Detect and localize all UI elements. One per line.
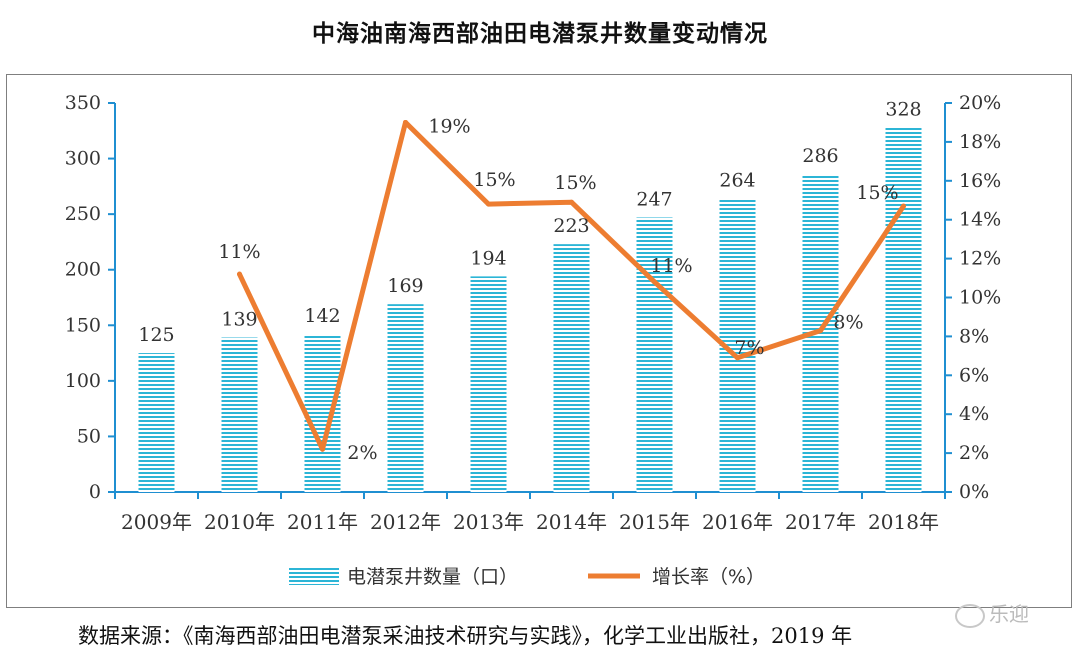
watermark-text: 乐迎 <box>989 602 1029 626</box>
bar <box>636 217 673 492</box>
y-right-tick-label: 14% <box>959 209 1001 231</box>
bar <box>470 276 507 492</box>
bar <box>885 127 922 493</box>
growth-rate-point <box>818 328 823 334</box>
x-tick-label: 2015年 <box>619 510 690 534</box>
y-left-tick-label: 100 <box>65 370 101 392</box>
bar <box>553 244 590 492</box>
y-right-tick-label: 8% <box>959 325 989 347</box>
bar <box>138 353 175 492</box>
legend-bar-swatch <box>289 567 339 585</box>
bar-value-label: 264 <box>719 170 755 192</box>
x-tick-label: 2011年 <box>287 510 358 534</box>
bar-value-label: 286 <box>802 145 838 167</box>
growth-rate-point <box>486 201 491 207</box>
growth-rate-label: 7% <box>734 337 764 359</box>
bar-value-label: 223 <box>553 215 589 237</box>
y-right-tick-label: 20% <box>959 92 1001 114</box>
y-right-tick-label: 12% <box>959 248 1001 270</box>
bar-value-label: 194 <box>470 247 506 269</box>
bar <box>221 337 258 492</box>
chart-title: 中海油南海西部油田电潜泵井数量变动情况 <box>312 21 768 47</box>
y-right-tick-label: 10% <box>959 287 1001 309</box>
x-tick-label: 2013年 <box>453 510 524 534</box>
growth-rate-point <box>901 203 906 209</box>
x-tick-label: 2014年 <box>536 510 607 534</box>
growth-rate-label: 19% <box>428 115 470 137</box>
growth-rate-point <box>403 119 408 125</box>
y-right-tick-label: 0% <box>959 481 989 503</box>
y-right-tick-label: 2% <box>959 442 989 464</box>
x-tick-label: 2017年 <box>785 510 856 534</box>
growth-rate-label: 2% <box>347 442 377 464</box>
y-left-tick-label: 150 <box>65 314 101 336</box>
y-left-tick-label: 0 <box>89 481 101 503</box>
y-right-tick-label: 6% <box>959 364 989 386</box>
growth-rate-point <box>237 271 242 277</box>
bar-value-label: 169 <box>387 275 423 297</box>
data-source-note: 数据来源：《南海西部油田电潜泵采油技术研究与实践》，化学工业出版社，2019 年 <box>78 624 853 648</box>
legend-bar-label: 电潜泵井数量（口） <box>347 566 518 588</box>
growth-rate-point <box>652 279 657 285</box>
bar-value-label: 247 <box>636 188 672 210</box>
growth-rate-point <box>320 446 325 452</box>
watermark: 乐迎 <box>955 598 1029 628</box>
x-tick-label: 2018年 <box>868 510 939 534</box>
growth-rate-label: 15% <box>856 182 898 204</box>
y-left-tick-label: 50 <box>77 425 101 447</box>
bar <box>387 304 424 492</box>
growth-rate-point <box>569 199 574 205</box>
bar-value-label: 328 <box>885 98 921 120</box>
x-tick-label: 2016年 <box>702 510 773 534</box>
y-right-tick-label: 4% <box>959 403 989 425</box>
growth-rate-label: 15% <box>554 172 596 194</box>
y-right-tick-label: 16% <box>959 170 1001 192</box>
x-tick-label: 2012年 <box>370 510 441 534</box>
y-right-tick-label: 18% <box>959 131 1001 153</box>
wechat-icon <box>955 603 985 628</box>
y-left-tick-label: 200 <box>65 259 101 281</box>
growth-rate-point <box>735 355 740 361</box>
bar-value-label: 142 <box>304 305 340 327</box>
growth-rate-label: 15% <box>473 169 515 191</box>
bar-value-label: 125 <box>138 324 174 346</box>
legend-line-label: 增长率（%） <box>652 566 765 588</box>
bar-value-label: 139 <box>221 309 257 331</box>
bar <box>304 334 341 492</box>
growth-rate-label: 11% <box>218 241 260 263</box>
growth-rate-label: 11% <box>650 255 692 277</box>
x-tick-label: 2009年 <box>121 510 192 534</box>
y-left-tick-label: 300 <box>65 148 101 170</box>
y-left-tick-label: 350 <box>65 92 101 114</box>
chart-frame <box>6 74 1072 608</box>
growth-rate-label: 8% <box>833 312 863 334</box>
x-tick-label: 2010年 <box>204 510 275 534</box>
y-left-tick-label: 250 <box>65 203 101 225</box>
